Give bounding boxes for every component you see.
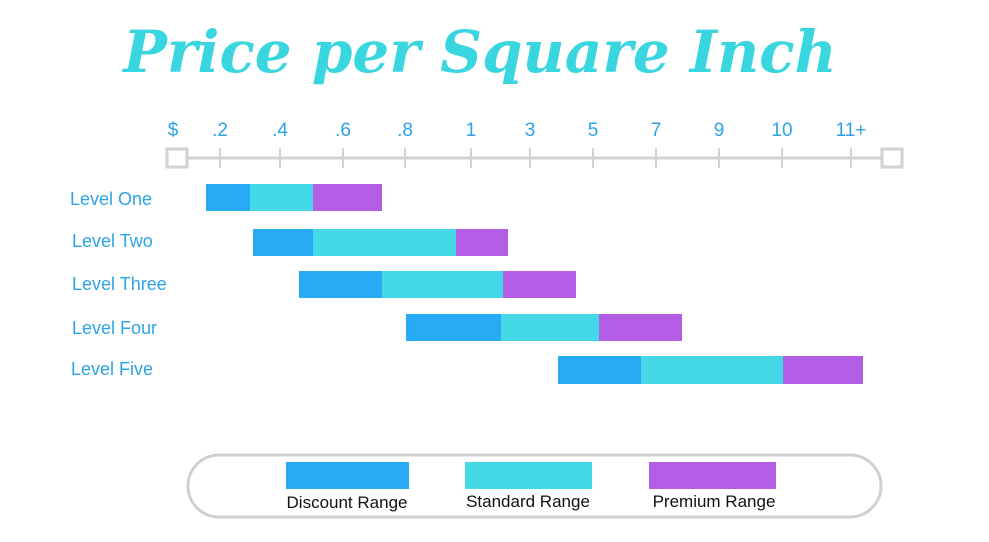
legend-label: Premium Range (653, 492, 776, 511)
legend-swatch (465, 462, 592, 489)
x-axis: $ .2 .4 .6 .8 1 3 5 7 9 10 11+ (165, 120, 904, 169)
range-bar-premium-range (456, 229, 508, 256)
tick-label: 1 (466, 120, 477, 141)
range-bar-discount-range (558, 356, 641, 384)
range-bar-standard-range (641, 356, 783, 384)
tick-label: .4 (272, 120, 288, 141)
level-label: Level One (70, 189, 152, 209)
level-label: Level Five (71, 359, 153, 379)
range-bar-standard-range (382, 271, 503, 298)
tick-label: 11+ (836, 120, 867, 141)
range-bar-discount-range (299, 271, 382, 298)
tick-label: .6 (335, 120, 351, 141)
tick-label: .2 (212, 120, 228, 141)
tick-label: 9 (714, 120, 725, 141)
range-bars (206, 184, 863, 384)
range-bar-standard-range (313, 229, 456, 256)
range-bar-premium-range (599, 314, 682, 341)
legend-label: Discount Range (287, 493, 408, 512)
tick-label: 5 (588, 120, 599, 141)
level-label: Level Two (72, 231, 153, 251)
tick-label: $ (168, 120, 179, 141)
legend-swatch (286, 462, 409, 489)
tick-label: 7 (651, 120, 662, 141)
range-bar-standard-range (501, 314, 599, 341)
chart-title: Price per Square Inch (121, 18, 836, 86)
legend-label: Standard Range (466, 492, 590, 511)
range-bar-discount-range (406, 314, 501, 341)
range-bar-premium-range (313, 184, 382, 211)
range-bar-premium-range (503, 271, 576, 298)
level-label: Level Four (72, 318, 157, 338)
tick-label: .8 (397, 120, 413, 141)
axis-start-handle (165, 147, 189, 169)
axis-end-handle (880, 147, 904, 169)
range-bar-discount-range (206, 184, 250, 211)
legend: Discount Range Standard Range Premium Rang… (186, 453, 883, 519)
level-label: Level Three (72, 274, 167, 294)
legend-swatch (649, 462, 776, 489)
range-bar-standard-range (250, 184, 313, 211)
tick-label: 10 (771, 120, 792, 141)
range-bar-premium-range (783, 356, 863, 384)
range-bar-discount-range (253, 229, 313, 256)
level-labels: Level One Level Two Level Three Level Four L… (70, 189, 167, 379)
tick-label: 3 (525, 120, 536, 141)
